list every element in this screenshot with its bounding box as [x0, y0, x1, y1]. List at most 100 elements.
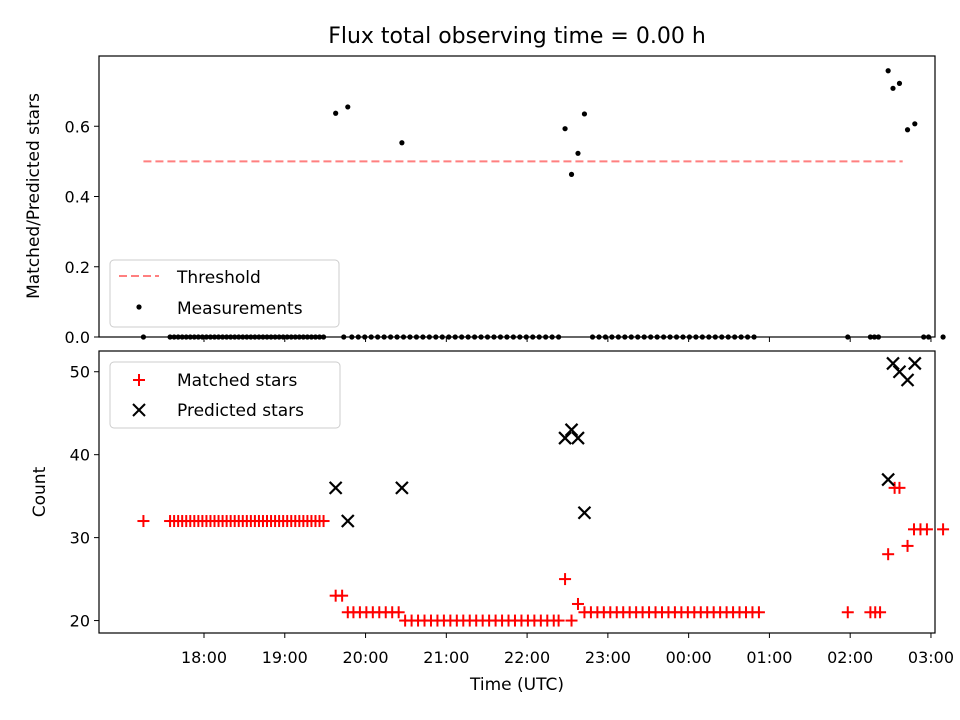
measurement-point — [549, 334, 555, 340]
measurement-point — [751, 334, 757, 340]
matched-star-point — [752, 606, 765, 619]
legend-threshold-label: Threshold — [176, 268, 261, 288]
legend-measurements-label: Measurements — [177, 299, 303, 319]
measurement-point — [333, 110, 339, 116]
measurement-point — [641, 334, 647, 340]
measurement-point — [420, 334, 426, 340]
measurement-point — [536, 334, 542, 340]
measurement-point — [673, 334, 680, 340]
predicted-star-point — [395, 481, 409, 495]
measurement-point — [465, 334, 471, 340]
panel-1-marks: 20 30 40 50 18:00 19:00 20:00 21:00 22:00 23:00 00… — [70, 356, 954, 667]
measurement-point — [543, 334, 549, 340]
measurement-point — [224, 334, 230, 340]
measurement-point — [260, 334, 266, 340]
measurement-point — [589, 334, 596, 340]
legend-measurements-swatch — [136, 304, 142, 310]
measurement-point — [244, 334, 250, 340]
measurement-point — [706, 334, 712, 340]
matched-star-point — [392, 606, 405, 619]
measurement-point — [504, 334, 510, 340]
measurement-point — [407, 334, 413, 340]
y-tick-label: 40 — [70, 446, 90, 465]
measurement-point — [140, 334, 147, 340]
measurement-point — [523, 334, 529, 340]
measurement-point — [292, 334, 298, 340]
matched-star-point — [137, 515, 150, 528]
measurement-point — [207, 334, 214, 340]
x-tick-label: 19:00 — [262, 648, 308, 667]
measurement-point — [921, 334, 927, 340]
measurement-point — [341, 334, 347, 340]
y-tick-label: 50 — [70, 363, 90, 382]
legend-matched-swatch — [133, 374, 145, 386]
predicted-star-stroke-b — [571, 431, 585, 445]
y-tick-label: 0.6 — [65, 117, 90, 136]
measurement-point — [471, 334, 478, 340]
measurement-point — [203, 334, 210, 340]
measurement-point — [175, 334, 181, 340]
measurement-point — [871, 334, 878, 340]
measurement-point — [264, 334, 270, 340]
measurement-point — [596, 334, 602, 340]
measurement-point — [446, 334, 452, 340]
measurement-point — [167, 334, 173, 340]
measurement-point — [885, 68, 891, 74]
matched-star-point — [893, 481, 906, 494]
x-tick-label: 00:00 — [666, 648, 712, 667]
measurement-point — [635, 334, 641, 340]
y-tick-label: 0.2 — [65, 258, 90, 277]
measurement-point — [296, 334, 302, 340]
measurement-point — [252, 334, 258, 340]
measurement-point — [304, 334, 310, 340]
predicted-star-point — [577, 505, 592, 520]
measurement-point — [725, 334, 731, 340]
matched-star-point — [571, 597, 584, 610]
predicted-star-point — [908, 356, 922, 371]
matched-star-point — [937, 523, 950, 536]
measurement-point — [452, 334, 458, 340]
measurement-point — [413, 334, 420, 340]
measurement-point — [187, 334, 193, 340]
predicted-star-point — [341, 514, 355, 528]
measurement-point — [219, 334, 226, 340]
predicted-star-stroke-b — [328, 481, 343, 495]
measurement-point — [904, 127, 911, 133]
predicted-star-point — [881, 472, 895, 487]
measurement-point — [602, 334, 609, 340]
predicted-star-point — [558, 431, 572, 445]
predicted-star-stroke-b — [886, 356, 900, 371]
measurement-point — [381, 334, 387, 340]
measurement-point — [191, 334, 197, 340]
matched-star-point — [552, 614, 565, 627]
measurement-point — [745, 334, 751, 340]
predicted-star-stroke-b — [558, 431, 572, 445]
matched-star-point — [920, 523, 933, 536]
measurement-point — [387, 334, 394, 340]
measurement-point — [896, 80, 903, 86]
measurement-point — [236, 334, 242, 340]
x-tick-label: 01:00 — [746, 648, 792, 667]
measurement-point — [355, 334, 361, 340]
measurement-point — [667, 334, 673, 340]
x-tick-label: 22:00 — [504, 648, 550, 667]
measurement-point — [232, 334, 238, 340]
bottom-legend: Matched stars Predicted stars — [109, 361, 341, 429]
measurement-point — [575, 150, 581, 156]
panel-0-marks: 0.0 0.2 0.4 0.6 — [65, 68, 946, 347]
measurement-point — [940, 334, 946, 340]
matched-star-point — [336, 589, 349, 602]
measurement-point — [510, 334, 516, 340]
top-legend-box — [109, 259, 340, 328]
y-tick-label: 0.0 — [65, 328, 90, 347]
legend-predicted-label: Predicted stars — [177, 401, 304, 421]
measurement-point — [215, 334, 222, 340]
measurement-point — [693, 334, 699, 340]
measurement-point — [712, 334, 718, 340]
measurement-point — [654, 334, 660, 340]
measurement-point — [478, 334, 484, 340]
measurement-point — [183, 334, 189, 340]
measurement-point — [459, 334, 465, 340]
matched-star-point — [874, 606, 887, 619]
